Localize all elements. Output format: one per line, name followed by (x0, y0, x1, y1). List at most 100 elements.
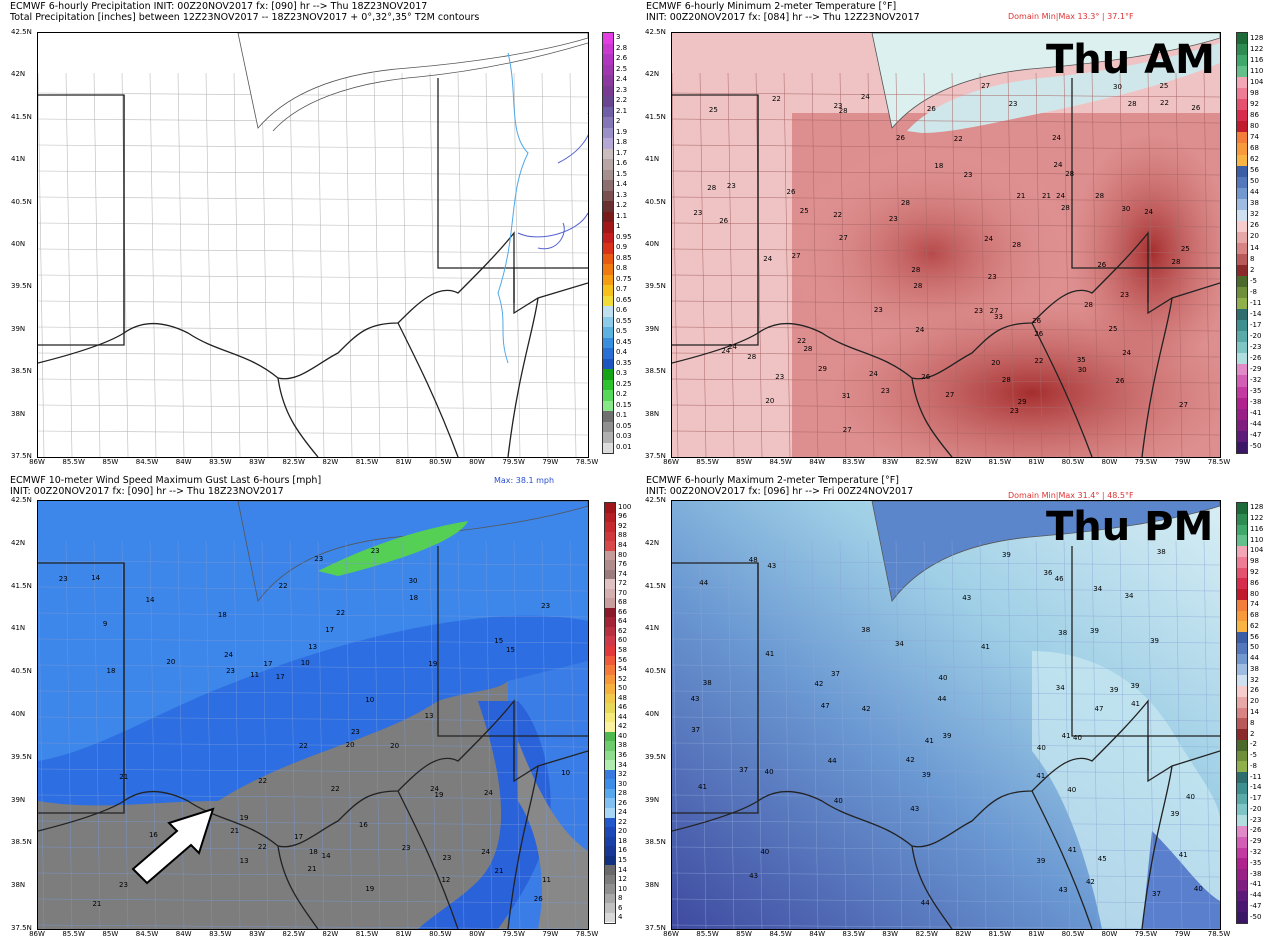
value-label: 41 (1036, 771, 1046, 780)
colorbar-label: 80 (1250, 589, 1259, 598)
lon-tick-label: 79W (1174, 458, 1191, 466)
lat-tick-label: 41.5N (11, 112, 32, 121)
colorbar-label: 36 (618, 750, 627, 759)
colorbar-label: 26 (1250, 686, 1259, 695)
value-label: 26 (786, 188, 796, 197)
value-label: 24 (483, 788, 493, 797)
colorbar-swatch (603, 232, 613, 243)
colorbar-swatch (1237, 890, 1247, 902)
colorbar-swatch (603, 138, 613, 149)
lon-tick-label: 84.5W (769, 930, 792, 938)
colorbar-swatch (1237, 441, 1247, 453)
colorbar-label: 52 (618, 674, 627, 683)
colorbar-label: -41 (1250, 880, 1262, 889)
lat-tick-label: 41.5N (645, 112, 666, 121)
colorbar-swatch (1237, 353, 1247, 365)
lon-tick-label: 86W (663, 930, 679, 938)
value-label: 22 (797, 336, 807, 345)
colorbar-swatch (1237, 320, 1247, 332)
colorbar-swatch (605, 779, 615, 789)
lon-tick-label: 85.5W (62, 458, 85, 466)
colorbar-label: 92 (1250, 99, 1259, 108)
colorbar-label: 110 (1250, 535, 1264, 544)
value-label: 23 (401, 844, 411, 853)
colorbar-label: 86 (1250, 110, 1259, 119)
colorbar-swatch (1237, 143, 1247, 155)
value-label: 44 (920, 899, 930, 908)
colorbar-label: 92 (618, 521, 627, 530)
lon-tick-label: 84.5W (769, 458, 792, 466)
value-label: 25 (799, 206, 809, 215)
colorbar-swatch (603, 369, 613, 380)
colorbar-swatch (1237, 621, 1247, 633)
colorbar-label: 1.9 (616, 127, 628, 136)
value-label: 44 (937, 694, 947, 703)
value-label: 39 (921, 771, 931, 780)
value-label: 38 (861, 626, 871, 635)
colorbar-label: 54 (618, 665, 627, 674)
colorbar-label: 56 (618, 655, 627, 664)
value-label: 41 (1131, 699, 1141, 708)
lat-tick-label: 38N (645, 409, 660, 418)
value-label: 44 (699, 578, 709, 587)
colorbar-swatch (603, 379, 613, 390)
colorbar-swatch (1237, 99, 1247, 111)
colorbar-swatch (603, 106, 613, 117)
value-label: 28 (911, 265, 921, 274)
lon-tick-label: 86W (663, 458, 679, 466)
colorbar-swatch (1237, 610, 1247, 622)
colorbar-label: 46 (618, 703, 627, 712)
value-label: 43 (749, 871, 759, 880)
lon-tick-label: 83.5W (842, 930, 865, 938)
colorbar-label: 96 (618, 512, 627, 521)
colorbar-label: 2.1 (616, 106, 628, 115)
value-label: 40 (938, 673, 948, 682)
lat-tick-label: 39.5N (11, 282, 32, 291)
value-label: 39 (1036, 857, 1046, 866)
lat-tick-label: 40.5N (645, 197, 666, 206)
lon-tick-label: 79.5W (502, 930, 525, 938)
colorbar-label: 1.5 (616, 169, 628, 178)
colorbar-swatch (603, 337, 613, 348)
colorbar-label: 92 (1250, 568, 1259, 576)
value-label: 30 (1121, 205, 1131, 214)
colorbar-swatch (1237, 847, 1247, 859)
colorbar-swatch (603, 306, 613, 317)
value-label: 40 (833, 797, 843, 806)
value-label: 27 (791, 251, 801, 260)
colorbar-swatch (1237, 546, 1247, 557)
value-label: 26 (921, 373, 931, 382)
value-label: 17 (325, 626, 335, 635)
lat-tick-label: 42.5N (645, 28, 666, 36)
value-label: 23 (775, 372, 785, 381)
colorbar-swatch (603, 222, 613, 233)
value-label: 23 (442, 854, 452, 863)
colorbar-swatch (603, 64, 613, 75)
gust-panel: ECMWF 10-meter Wind Speed Maximum Gust L… (0, 471, 636, 943)
colorbar-swatch (1237, 264, 1247, 277)
value-label: 23 (541, 601, 551, 610)
value-label: 23 (350, 727, 360, 736)
value-label: 27 (981, 82, 991, 91)
value-label: 23 (873, 306, 883, 315)
colorbar-swatch (605, 827, 615, 837)
lon-tick-label: 82.5W (282, 458, 305, 466)
colorbar-swatch (1237, 675, 1247, 687)
colorbar-swatch (1237, 782, 1247, 794)
value-label: 16 (358, 820, 368, 829)
colorbar-label: 66 (618, 607, 627, 616)
colorbar-swatch (1237, 503, 1247, 514)
colorbar-swatch (1237, 276, 1247, 288)
colorbar-label: 1.7 (616, 148, 628, 157)
tmin-badge: Thu AM (1046, 37, 1215, 83)
lon-tick-label: 82.5W (915, 930, 938, 938)
colorbar-swatch (605, 884, 615, 894)
lon-tick-label: 84W (809, 458, 826, 466)
colorbar-label: 20 (1250, 232, 1259, 241)
colorbar-label: 70 (618, 588, 627, 597)
value-label: 28 (1065, 170, 1075, 179)
colorbar-label: 74 (1250, 133, 1259, 141)
colorbar-label: 22 (618, 817, 627, 826)
value-label: 14 (145, 595, 155, 604)
colorbar-swatch (605, 645, 615, 656)
